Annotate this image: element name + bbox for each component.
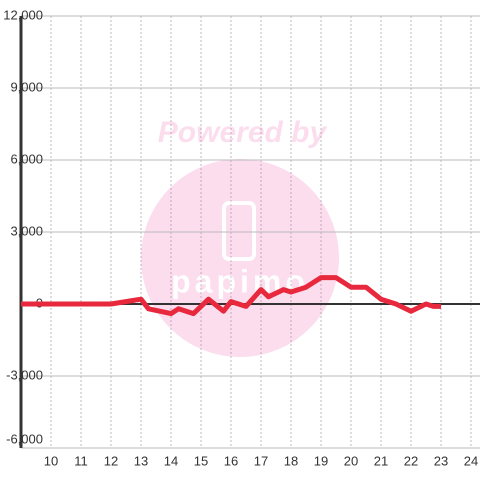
- x-tick-label: 13: [134, 453, 148, 468]
- x-tick-label: 12: [104, 453, 118, 468]
- y-tick-label: -6,000: [6, 431, 43, 446]
- watermark-text: Powered by: [158, 116, 328, 149]
- x-tick-label: 14: [164, 453, 178, 468]
- x-tick-label: 24: [464, 453, 478, 468]
- x-tick-label: 18: [284, 453, 298, 468]
- x-tick-label: 11: [74, 453, 88, 468]
- x-tick-label: 17: [254, 453, 268, 468]
- data-line: [21, 275, 441, 317]
- x-tick-label: 22: [404, 453, 418, 468]
- x-tick-label: 10: [44, 453, 58, 468]
- y-tick-label: -3,000: [6, 367, 43, 382]
- y-tick-label: 12,000: [3, 7, 43, 22]
- x-tick-label: 20: [344, 453, 358, 468]
- watermark-circle: [141, 159, 339, 357]
- watermark-text: papimo: [171, 263, 309, 299]
- y-tick-label: 3,000: [10, 223, 43, 238]
- y-tick-label: 6,000: [10, 151, 43, 166]
- y-tick-label: 9,000: [10, 79, 43, 94]
- x-tick-label: 21: [374, 453, 388, 468]
- watermark: Powered by papimo: [141, 116, 339, 357]
- x-tick-label: 15: [194, 453, 208, 468]
- watermark-icon: [222, 201, 256, 261]
- x-tick-label: 19: [314, 453, 328, 468]
- x-tick-label: 16: [224, 453, 238, 468]
- x-tick-label: 23: [434, 453, 448, 468]
